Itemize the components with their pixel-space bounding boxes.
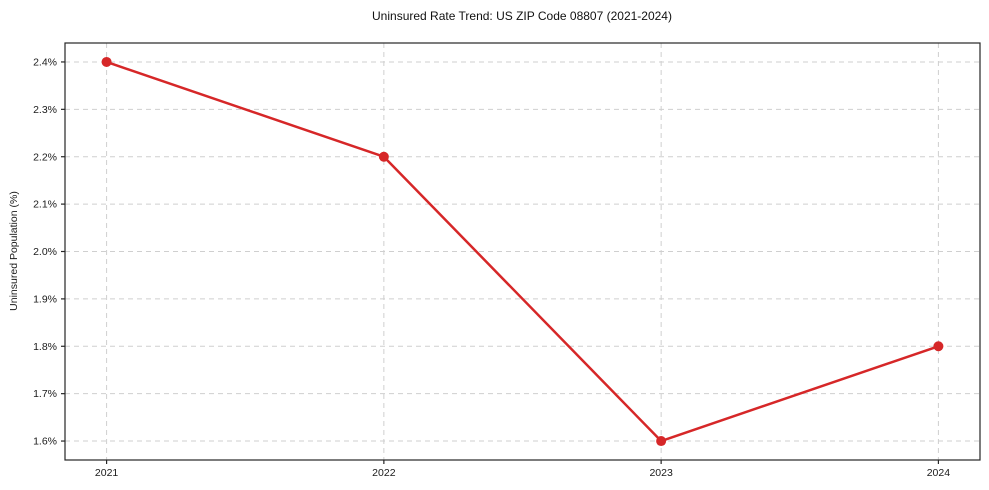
data-point-marker: [933, 341, 944, 352]
y-tick-label: 2.0%: [33, 246, 57, 258]
x-tick-label: 2022: [372, 467, 396, 479]
data-point-marker: [656, 436, 667, 447]
x-tick-label: 2023: [649, 467, 673, 479]
y-tick-label: 1.6%: [33, 436, 57, 448]
x-tick-label: 2024: [927, 467, 951, 479]
y-tick-label: 2.4%: [33, 57, 57, 69]
y-tick-label: 1.8%: [33, 341, 57, 353]
y-axis-label: Uninsured Population (%): [8, 191, 20, 311]
x-tick-label: 2021: [95, 467, 119, 479]
y-tick-label: 2.3%: [33, 104, 57, 116]
gridlines-layer: [65, 43, 980, 460]
y-tick-label: 2.1%: [33, 199, 57, 211]
trend-line: [105, 60, 940, 443]
chart-title: Uninsured Rate Trend: US ZIP Code 08807 …: [372, 9, 672, 23]
y-tick-label: 2.2%: [33, 151, 57, 163]
y-tick-label: 1.9%: [33, 293, 57, 305]
axes-layer: 1.6% 1.7% 1.8% 1.9% 2.0% 2.1% 2.2% 2.3% 2.4% 2021…: [33, 42, 981, 479]
series-layer: [101, 56, 944, 447]
y-tick-label: 1.7%: [33, 388, 57, 400]
data-point-marker: [101, 56, 112, 67]
data-point-marker: [378, 151, 389, 162]
